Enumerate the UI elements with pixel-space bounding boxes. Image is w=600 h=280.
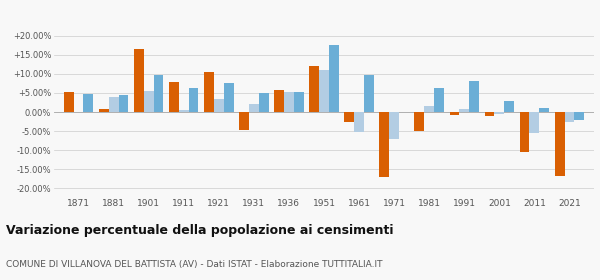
Bar — [119, 95, 128, 112]
Bar — [134, 49, 144, 112]
Bar — [449, 112, 460, 115]
Text: Variazione percentuale della popolazione ai censimenti: Variazione percentuale della popolazione… — [6, 224, 394, 237]
Bar — [555, 112, 565, 176]
Bar — [415, 112, 424, 131]
Bar — [485, 112, 494, 116]
Bar — [309, 66, 319, 112]
Bar — [319, 70, 329, 112]
Bar — [354, 112, 364, 132]
Bar — [520, 112, 529, 152]
Bar — [259, 93, 269, 112]
Bar — [169, 82, 179, 112]
Bar — [574, 112, 584, 120]
Bar — [364, 75, 374, 112]
Text: COMUNE DI VILLANOVA DEL BATTISTA (AV) - Dati ISTAT - Elaborazione TUTTITALIA.IT: COMUNE DI VILLANOVA DEL BATTISTA (AV) - … — [6, 260, 383, 269]
Bar — [188, 88, 199, 112]
Bar — [565, 112, 574, 122]
Bar — [539, 108, 549, 112]
Bar — [64, 92, 74, 112]
Bar — [379, 112, 389, 177]
Bar — [154, 75, 163, 112]
Bar — [424, 106, 434, 112]
Bar — [284, 92, 294, 112]
Bar — [460, 109, 469, 112]
Bar — [344, 112, 354, 122]
Bar — [529, 112, 539, 133]
Bar — [434, 88, 444, 112]
Bar — [224, 83, 233, 112]
Bar — [99, 109, 109, 112]
Bar — [504, 101, 514, 112]
Bar — [204, 72, 214, 112]
Bar — [239, 112, 249, 130]
Bar — [274, 90, 284, 112]
Bar — [83, 94, 93, 112]
Bar — [329, 45, 339, 112]
Bar — [144, 91, 154, 112]
Bar — [214, 99, 224, 112]
Bar — [389, 112, 399, 139]
Bar — [249, 104, 259, 112]
Bar — [494, 112, 504, 114]
Bar — [179, 110, 188, 112]
Bar — [469, 81, 479, 112]
Bar — [294, 92, 304, 112]
Bar — [109, 97, 119, 112]
